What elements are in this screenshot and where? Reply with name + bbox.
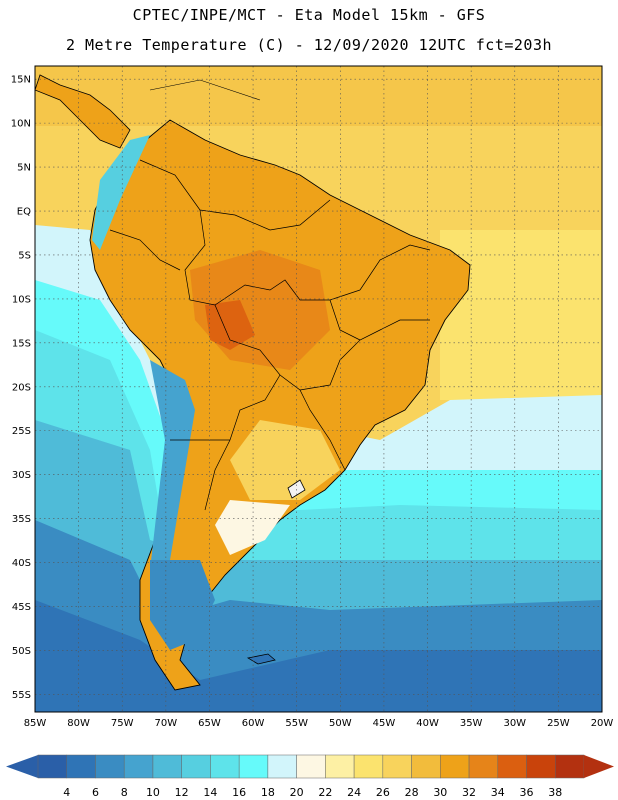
lon-label: 30W xyxy=(503,718,526,729)
lat-label: 15N xyxy=(11,75,31,86)
colorbar-box xyxy=(152,754,182,779)
colorbar-label: 6 xyxy=(92,786,99,799)
central-america-land xyxy=(35,74,131,149)
colorbar-box xyxy=(210,754,240,779)
lat-label: 5S xyxy=(18,250,31,261)
lon-label: 85W xyxy=(24,718,47,729)
chart-subtitle: 2 Metre Temperature (C) - 12/09/2020 12U… xyxy=(65,36,553,54)
colorbar-label: 18 xyxy=(261,786,275,799)
lon-label: 25W xyxy=(547,718,570,729)
lat-label: 30S xyxy=(12,470,31,481)
lon-label: 65W xyxy=(198,718,221,729)
caribbean-warm-band xyxy=(35,66,602,126)
lat-label: 20S xyxy=(12,382,31,393)
graticule xyxy=(35,66,602,712)
lat-label: 35S xyxy=(12,514,31,525)
lat-label: 45S xyxy=(12,602,31,613)
colorbar-label: 30 xyxy=(433,786,447,799)
lon-label: 70W xyxy=(155,718,178,729)
colorbar-label: 8 xyxy=(121,786,128,799)
lat-label: 10N xyxy=(11,119,31,130)
colorbar-label: 28 xyxy=(405,786,419,799)
colorbar-box xyxy=(267,754,297,779)
lat-label: 55S xyxy=(12,690,31,701)
lon-label: 45W xyxy=(373,718,396,729)
lon-label: 50W xyxy=(329,718,352,729)
colorbar-label: 4 xyxy=(63,786,70,799)
colorbar-box xyxy=(382,754,412,779)
lon-label: 55W xyxy=(285,718,308,729)
lat-label: 10S xyxy=(12,294,31,305)
map-plot-area xyxy=(35,66,602,712)
lon-label: 35W xyxy=(460,718,483,729)
colorbar-box xyxy=(123,754,154,779)
colorbar-boxes xyxy=(37,754,585,779)
hottest-core-region xyxy=(205,300,255,350)
colorbar-label: 10 xyxy=(146,786,160,799)
atlantic-yellow-band xyxy=(440,230,602,400)
lat-label: 25S xyxy=(12,426,31,437)
colorbar-label: 36 xyxy=(520,786,534,799)
colorbar: 4 6 8 10 12 14 16 18 20 22 24 26 28 30 3… xyxy=(6,754,614,799)
colorbar-box xyxy=(296,754,326,779)
colorbar-label: 38 xyxy=(548,786,562,799)
lat-label: 5N xyxy=(17,163,31,174)
colorbar-label: 22 xyxy=(318,786,332,799)
lon-label: 20W xyxy=(591,718,614,729)
colorbar-under-arrow xyxy=(6,755,38,778)
lat-label: 15S xyxy=(12,338,31,349)
colorbar-box xyxy=(353,754,384,779)
pampas-pale-region xyxy=(215,500,290,555)
colorbar-label: 32 xyxy=(462,786,476,799)
patagonia-cold xyxy=(150,560,215,650)
colorbar-box xyxy=(411,754,441,779)
lon-label: 60W xyxy=(242,718,265,729)
colorbar-box xyxy=(37,754,67,779)
lon-label: 40W xyxy=(416,718,439,729)
falkland-islands xyxy=(246,653,276,665)
colorbar-box xyxy=(238,754,269,779)
colorbar-box xyxy=(66,754,96,779)
colorbar-box xyxy=(497,754,527,779)
lon-label: 75W xyxy=(111,718,134,729)
colorbar-label: 26 xyxy=(376,786,390,799)
colorbar-label: 12 xyxy=(175,786,189,799)
colorbar-label: 34 xyxy=(491,786,505,799)
colorbar-label: 16 xyxy=(232,786,246,799)
colorbar-over-arrow xyxy=(584,755,614,778)
caribbean-coast-line xyxy=(149,79,261,101)
colorbar-label: 20 xyxy=(290,786,304,799)
colorbar-box xyxy=(526,754,556,779)
colorbar-box xyxy=(181,754,211,779)
south-plains-region xyxy=(230,420,340,500)
lon-label: 80W xyxy=(67,718,90,729)
colorbar-box xyxy=(440,754,470,779)
north-andes-cold xyxy=(92,135,150,250)
lat-label: EQ xyxy=(17,207,31,218)
central-andes-cold xyxy=(150,360,195,590)
lat-label: 40S xyxy=(12,558,31,569)
colorbar-box xyxy=(95,754,125,779)
colorbar-label: 24 xyxy=(347,786,361,799)
colorbar-box xyxy=(468,754,499,779)
colorbar-box xyxy=(325,754,355,779)
chart-title: CPTEC/INPE/MCT - Eta Model 15km - GFS xyxy=(132,6,486,24)
country-borders xyxy=(109,159,431,511)
map-frame xyxy=(34,65,603,713)
lat-label: 50S xyxy=(12,646,31,657)
colorbar-label: 14 xyxy=(203,786,217,799)
colorbar-box xyxy=(555,754,585,779)
